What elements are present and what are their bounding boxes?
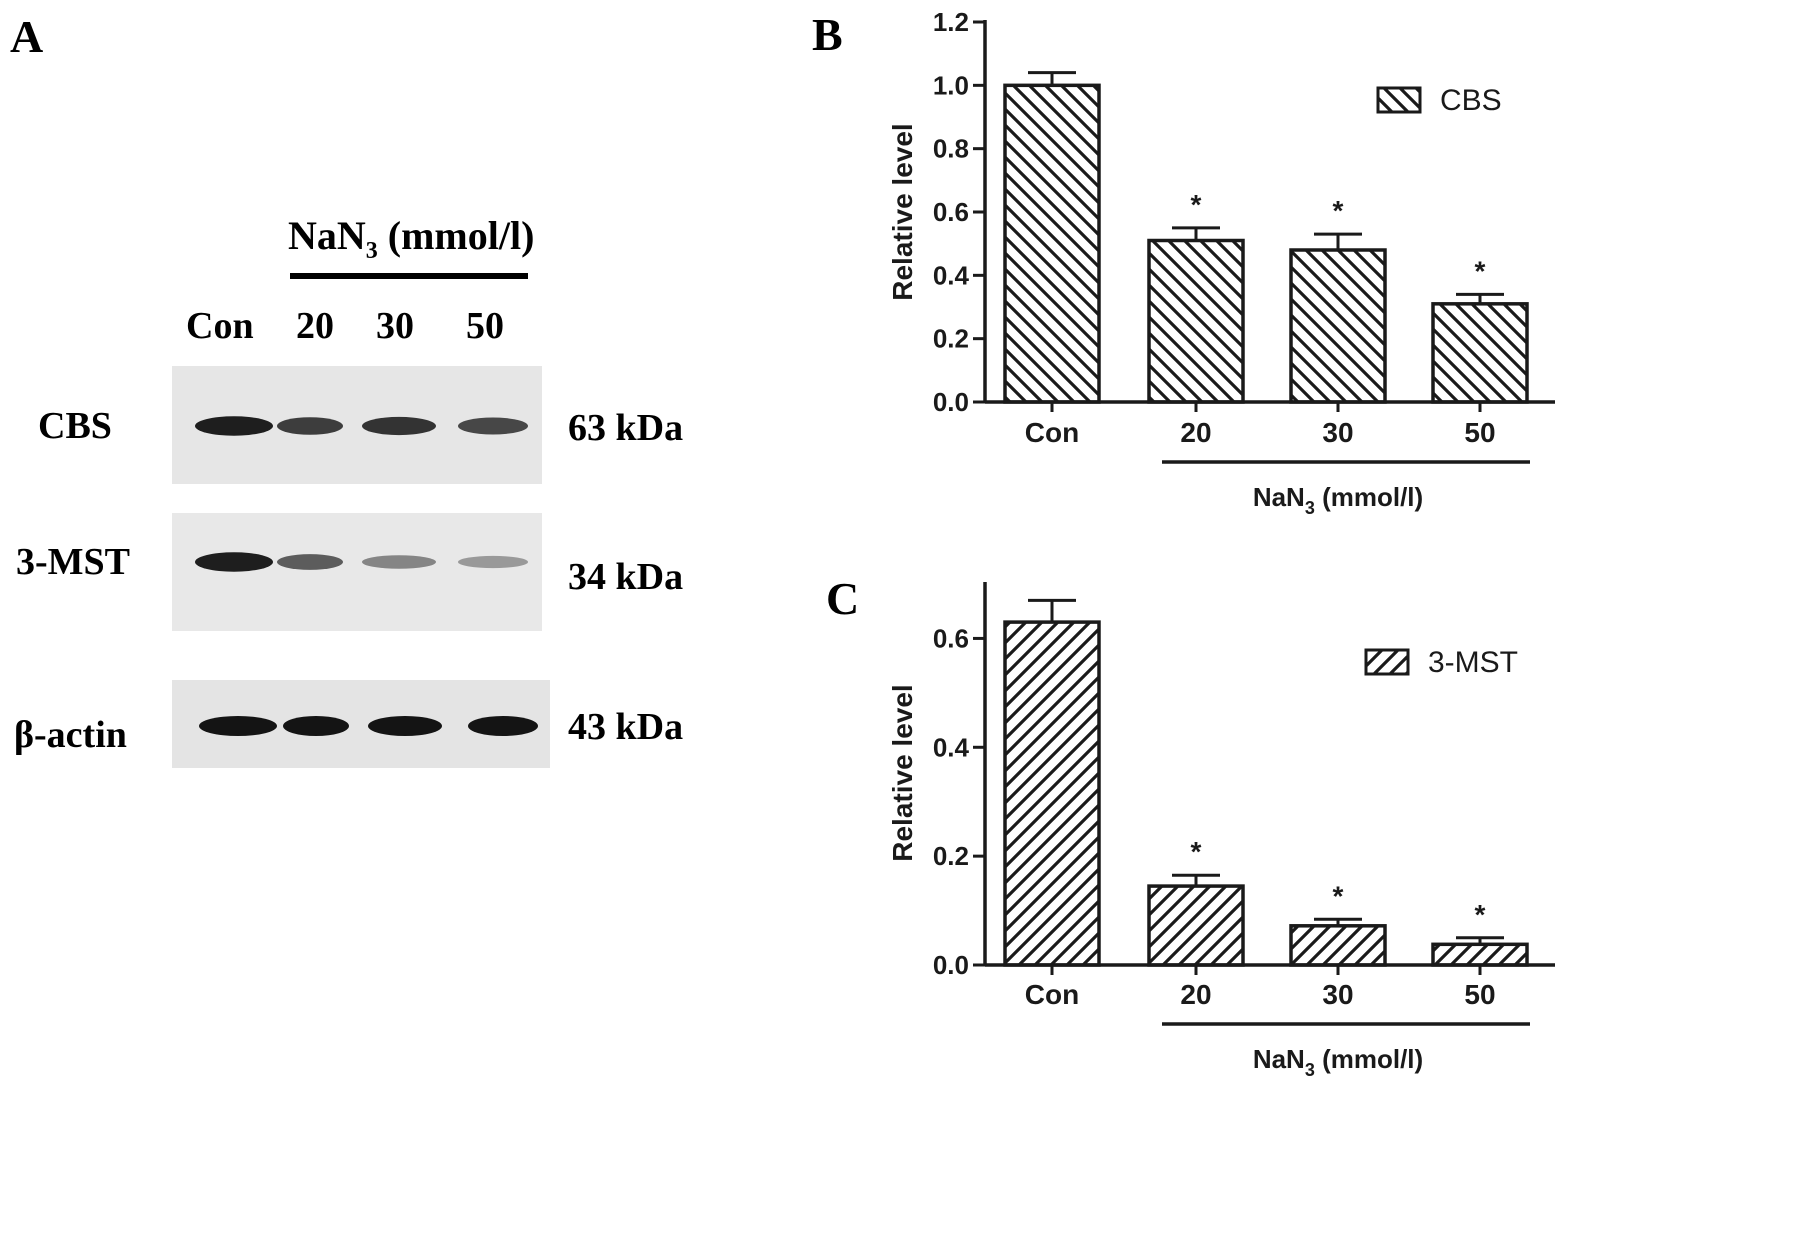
bar (1147, 238, 1245, 404)
lane-label: Con (186, 305, 254, 347)
y-tick-label: 0.2 (933, 324, 969, 354)
blot-band (362, 555, 436, 569)
blot-band (368, 716, 442, 736)
blot-band (458, 555, 528, 569)
blot-protein-label: 3-MST (16, 541, 130, 583)
bar (1289, 924, 1387, 967)
y-tick-label: 0.4 (933, 732, 970, 762)
blot-band (277, 417, 343, 435)
y-tick-label: 0.2 (933, 841, 969, 871)
bar (1289, 248, 1387, 404)
x-tick-label: 20 (1180, 417, 1211, 448)
x-tick-label: 30 (1322, 417, 1353, 448)
y-axis-label: Relative level (887, 684, 918, 861)
bar (1003, 620, 1101, 967)
panel-label-a: A (10, 11, 44, 62)
x-tick-label: Con (1025, 417, 1079, 448)
bar (1147, 884, 1245, 967)
legend-swatch (1364, 648, 1410, 676)
blot-size-label: 34 kDa (568, 556, 684, 598)
y-tick-label: 0.0 (933, 387, 969, 417)
lane-label: 30 (376, 305, 414, 347)
significance-marker: * (1475, 255, 1486, 286)
significance-marker: * (1333, 195, 1344, 226)
y-tick-label: 0.8 (933, 134, 969, 164)
significance-marker: * (1191, 189, 1202, 220)
significance-marker: * (1333, 880, 1344, 911)
y-tick-label: 0.6 (933, 197, 969, 227)
blot-band (468, 716, 538, 736)
blot-band (195, 552, 273, 572)
blot-band (277, 554, 343, 570)
blot-band (283, 716, 349, 736)
panel-label-b: B (812, 9, 843, 60)
group-label: NaN3 (mmol/l) (1253, 1044, 1423, 1080)
blot-size-label: 63 kDa (568, 407, 684, 449)
x-tick-label: 20 (1180, 979, 1211, 1010)
y-tick-label: 0.6 (933, 623, 969, 653)
blot-treatment-bar (290, 273, 528, 279)
bar (1003, 83, 1101, 404)
lane-label: 50 (466, 305, 504, 347)
x-tick-label: 50 (1464, 979, 1495, 1010)
blot-band (362, 416, 436, 436)
panel-label-c: C (826, 573, 860, 624)
x-tick-label: 50 (1464, 417, 1495, 448)
blot-band (199, 716, 277, 736)
blot-protein-label: CBS (38, 405, 112, 447)
blot-band (458, 417, 528, 435)
y-axis-label: Relative level (887, 123, 918, 300)
bar (1431, 302, 1529, 404)
blot-protein-label: β-actin (14, 714, 127, 756)
lane-label: 20 (296, 305, 334, 347)
group-label: NaN3 (mmol/l) (1253, 482, 1423, 518)
y-tick-label: 1.0 (933, 70, 969, 100)
bar (1431, 942, 1529, 967)
x-tick-label: 30 (1322, 979, 1353, 1010)
y-tick-label: 0.0 (933, 950, 969, 980)
blot-image-actin (172, 680, 550, 768)
blot-image-cbs (172, 366, 542, 484)
legend-label: CBS (1440, 84, 1502, 117)
significance-marker: * (1191, 836, 1202, 867)
blot-treatment-label: NaN3 (mmol/l) (288, 213, 535, 264)
x-tick-label: Con (1025, 979, 1079, 1010)
blot-band (195, 416, 273, 436)
legend-swatch (1376, 86, 1422, 114)
blot-size-label: 43 kDa (568, 706, 684, 748)
y-tick-label: 1.2 (933, 7, 969, 37)
blot-image-3mst (172, 513, 542, 631)
legend-label: 3-MST (1428, 646, 1518, 679)
significance-marker: * (1475, 899, 1486, 930)
y-tick-label: 0.4 (933, 260, 970, 290)
